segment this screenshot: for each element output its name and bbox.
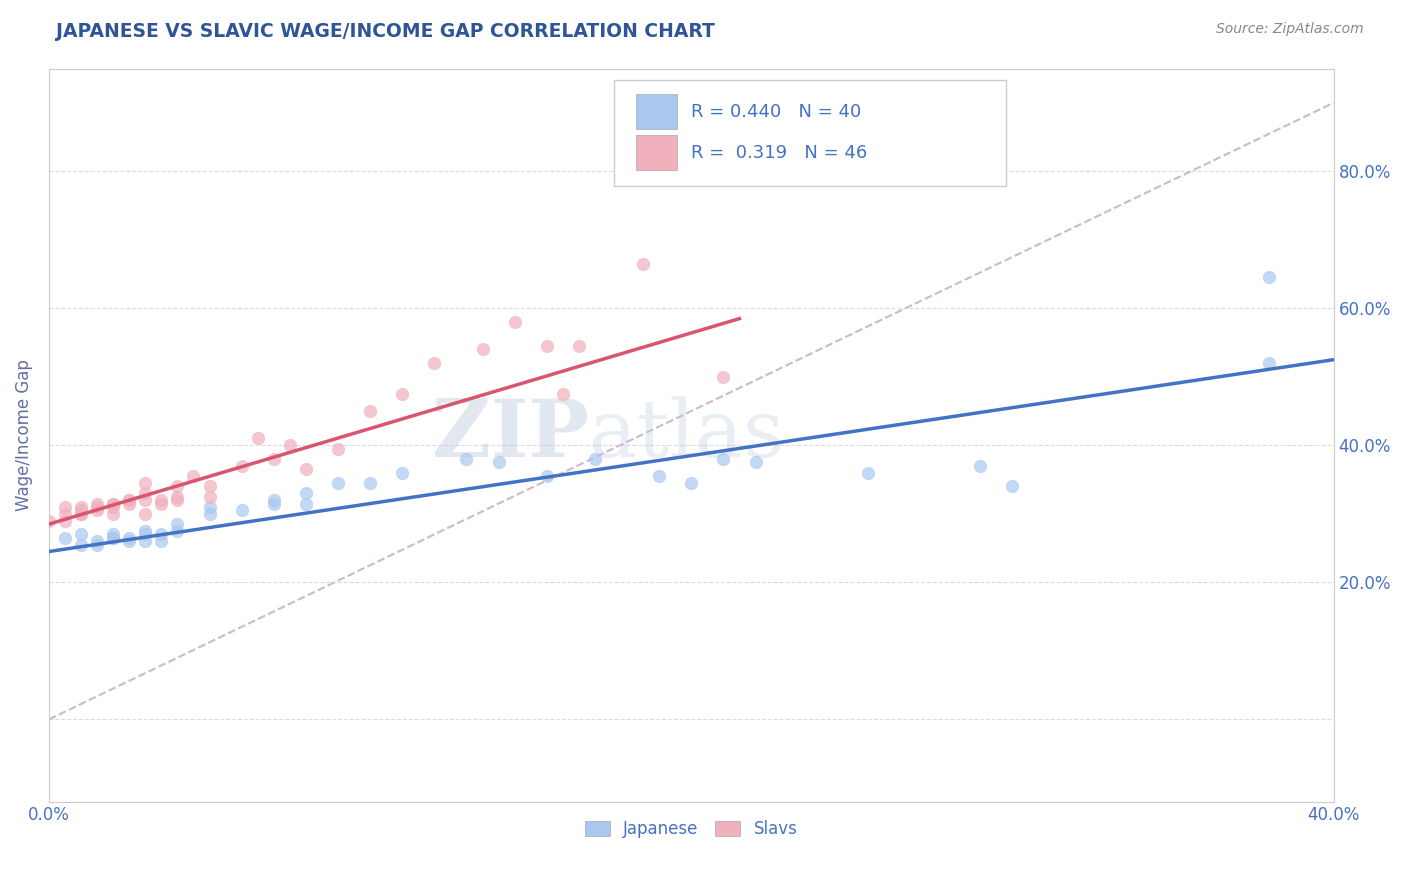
Point <box>53 514 76 528</box>
Point <box>70 503 93 517</box>
Point <box>70 507 93 521</box>
Point <box>150 534 173 549</box>
Point <box>134 475 156 490</box>
Point <box>198 479 221 493</box>
Point <box>86 503 108 517</box>
Point <box>423 356 446 370</box>
Point <box>86 534 108 549</box>
Point <box>134 493 156 508</box>
Bar <box>636 95 678 129</box>
Point <box>134 534 156 549</box>
Point <box>391 466 413 480</box>
Point <box>295 486 318 500</box>
Point <box>231 458 253 473</box>
Point <box>648 469 671 483</box>
Point <box>471 343 494 357</box>
Point <box>1001 479 1024 493</box>
Point <box>326 475 349 490</box>
Point <box>103 497 125 511</box>
Point <box>103 531 125 545</box>
Point <box>231 503 253 517</box>
Point <box>150 527 173 541</box>
Point <box>166 490 188 504</box>
Point <box>70 527 93 541</box>
Point <box>118 534 141 549</box>
Point <box>118 531 141 545</box>
Point <box>118 497 141 511</box>
Point <box>1258 356 1281 370</box>
Point <box>166 493 188 508</box>
Point <box>53 507 76 521</box>
Point <box>456 452 478 467</box>
Point <box>198 490 221 504</box>
Point <box>631 257 654 271</box>
Point <box>488 455 510 469</box>
Point <box>53 531 76 545</box>
Point <box>103 531 125 545</box>
Point <box>503 315 526 329</box>
Point <box>713 369 735 384</box>
Point <box>118 493 141 508</box>
Point <box>166 479 188 493</box>
Point <box>551 387 574 401</box>
Text: Source: ZipAtlas.com: Source: ZipAtlas.com <box>1216 22 1364 37</box>
Point <box>295 497 318 511</box>
Point <box>183 469 205 483</box>
Text: JAPANESE VS SLAVIC WAGE/INCOME GAP CORRELATION CHART: JAPANESE VS SLAVIC WAGE/INCOME GAP CORRE… <box>56 22 716 41</box>
Point <box>295 462 318 476</box>
Point <box>103 527 125 541</box>
Point <box>134 486 156 500</box>
Legend: Japanese, Slavs: Japanese, Slavs <box>578 814 804 845</box>
Text: R = 0.440   N = 40: R = 0.440 N = 40 <box>692 103 862 120</box>
Point <box>536 469 558 483</box>
Point <box>86 538 108 552</box>
Point <box>198 500 221 514</box>
Point <box>150 493 173 508</box>
Text: atlas: atlas <box>589 396 783 474</box>
Point <box>568 339 591 353</box>
Point <box>53 500 76 514</box>
Point <box>134 507 156 521</box>
Text: ZIP: ZIP <box>432 396 589 474</box>
Point <box>198 507 221 521</box>
Point <box>713 452 735 467</box>
Point <box>744 455 766 469</box>
Point <box>166 524 188 538</box>
Point <box>118 493 141 508</box>
Point <box>359 404 381 418</box>
Point <box>134 527 156 541</box>
Point <box>263 497 285 511</box>
Point <box>263 493 285 508</box>
Point <box>86 500 108 514</box>
Point <box>359 475 381 490</box>
Point <box>103 500 125 514</box>
Point <box>38 514 60 528</box>
Point <box>278 438 301 452</box>
Y-axis label: Wage/Income Gap: Wage/Income Gap <box>15 359 32 511</box>
Point <box>536 339 558 353</box>
Point <box>166 517 188 532</box>
Point <box>70 538 93 552</box>
Point <box>86 497 108 511</box>
Text: R =  0.319   N = 46: R = 0.319 N = 46 <box>692 144 868 161</box>
Point <box>326 442 349 456</box>
Point <box>263 452 285 467</box>
Point <box>103 497 125 511</box>
Point <box>583 452 606 467</box>
Point <box>70 500 93 514</box>
Point <box>150 497 173 511</box>
Point <box>856 466 879 480</box>
Point <box>391 387 413 401</box>
FancyBboxPatch shape <box>614 79 1007 186</box>
Point <box>134 524 156 538</box>
Point <box>969 458 991 473</box>
Point <box>70 507 93 521</box>
Point <box>681 475 703 490</box>
Bar <box>636 136 678 170</box>
Point <box>246 432 269 446</box>
Point <box>103 507 125 521</box>
Point <box>1258 270 1281 285</box>
